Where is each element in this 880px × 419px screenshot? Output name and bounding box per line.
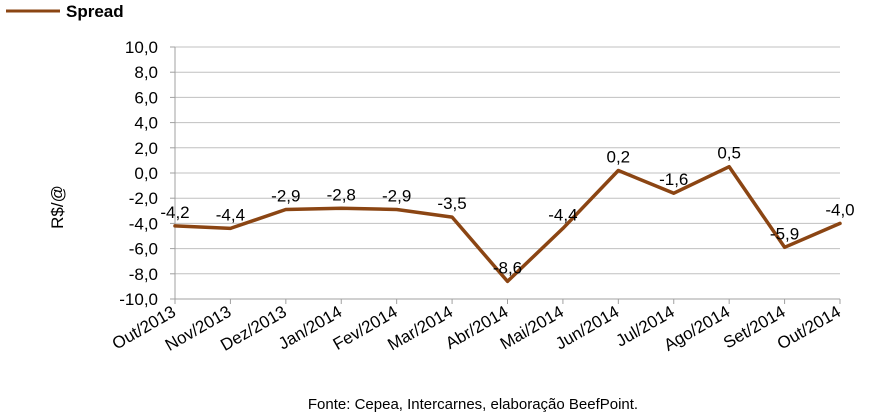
data-label: -1,6 [659,170,688,189]
y-tick-label: 2,0 [134,139,158,158]
y-tick-label: -10,0 [119,290,158,309]
data-point [228,226,232,230]
data-point [284,208,288,212]
series-lines [173,164,842,284]
data-label: -4,2 [160,203,189,222]
data-label: -8,6 [493,258,522,277]
y-tick-label: -8,0 [129,265,158,284]
x-tick-label: Out/2014 [774,302,844,353]
data-point [561,226,565,230]
y-tick-label: 8,0 [134,63,158,82]
data-label: 0,5 [717,144,741,163]
data-label: -2,8 [327,185,356,204]
data-point [339,206,343,210]
y-tick-label: -2,0 [129,189,158,208]
legend: Spread [6,2,124,21]
y-tick-label: -4,0 [129,214,158,233]
data-label: -4,0 [825,200,854,219]
data-point [173,224,177,228]
y-tick-label: 4,0 [134,114,158,133]
data-label: -2,9 [271,187,300,206]
source-note: Fonte: Cepea, Intercarnes, elaboração Be… [308,396,638,413]
data-label: 0,2 [607,147,631,166]
y-tick-label: 6,0 [134,88,158,107]
data-label: -2,9 [382,187,411,206]
data-label: -3,5 [437,194,466,213]
data-label: -4,4 [548,205,577,224]
y-tick-label: 0,0 [134,164,158,183]
legend-label-spread: Spread [66,2,124,21]
data-point [506,279,509,283]
data-labels: -4,2 -4,4 -2,9 -2,8 -2,9 -3,5 -8,6 -4,4 0,2 -1,6 0… [160,144,854,278]
data-point [450,215,454,219]
y-tick-label: 10,0 [125,38,158,57]
data-point [838,221,842,225]
data-point [783,245,787,249]
data-label: -4,4 [216,205,245,224]
y-axis-label: R$/@ [48,185,67,229]
y-tick-label: -6,0 [129,240,158,259]
x-tick-label: Jun/2014 [552,302,622,353]
data-point [727,165,731,169]
data-label: -5,9 [770,224,799,243]
data-point [616,168,620,172]
x-tick-labels: Out/2013Nov/2013Dez/2013Jan/2014Fev/2014… [109,302,844,355]
data-point [672,191,676,195]
data-point [395,208,399,212]
axes [174,47,841,304]
y-tick-labels: 10,0 8,0 6,0 4,0 2,0 0,0 -2,0 -4,0 -6,0 -8,0 -10,0 [119,38,158,309]
